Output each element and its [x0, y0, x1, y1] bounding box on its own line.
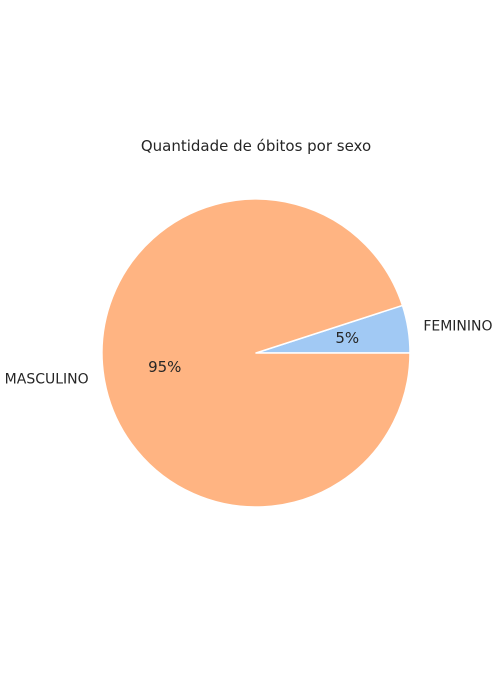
pie-slice-masculino: [101, 198, 411, 508]
pie-percent-feminino: 5%: [335, 329, 359, 347]
pie-label-feminino: FEMININO: [423, 319, 492, 335]
chart-title: Quantidade de óbitos por sexo: [141, 137, 371, 155]
pie-label-masculino: MASCULINO: [5, 372, 89, 388]
pie-percent-masculino: 95%: [148, 358, 181, 376]
pie-labels: FEMININO 5% MASCULINO 95%: [5, 319, 493, 388]
pie-slices: [101, 198, 411, 508]
